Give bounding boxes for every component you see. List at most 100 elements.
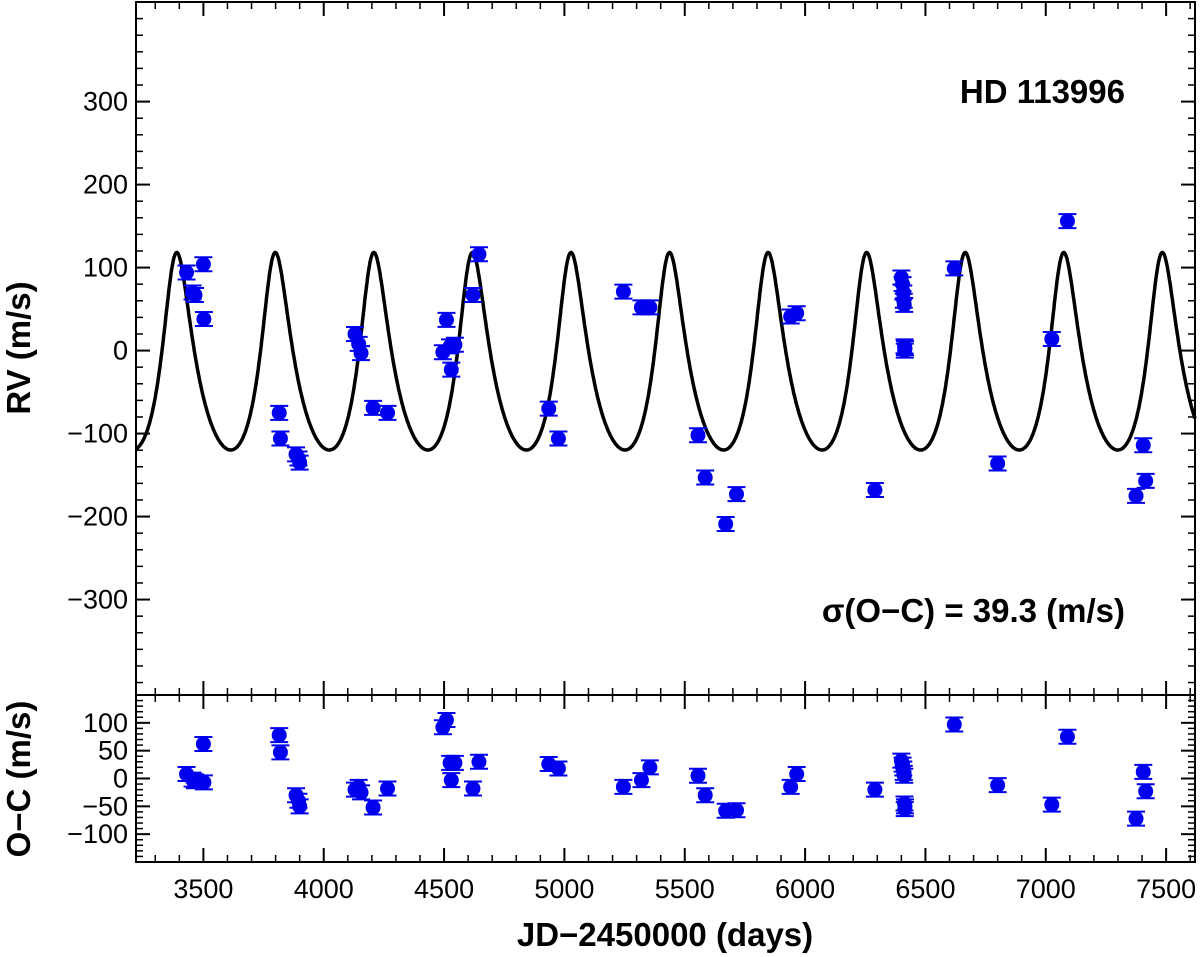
rv-data-point [270, 404, 289, 421]
rv-data-point [469, 246, 488, 263]
oc-data-point [549, 760, 568, 777]
rv-data-point [271, 430, 290, 447]
model-curve [135, 250, 1197, 452]
oc-data-point [895, 767, 914, 784]
oc-marker [1135, 764, 1151, 780]
rv-marker [465, 287, 481, 303]
oc-data-point [787, 766, 806, 783]
oc-marker [465, 781, 481, 797]
rv-data-point [445, 336, 464, 353]
rv-marker [690, 427, 706, 443]
rv-ytick-label: −200 [67, 502, 128, 532]
rv-marker [789, 305, 805, 321]
rv-marker [272, 431, 288, 447]
oc-marker [471, 754, 487, 770]
rv-data-point [895, 296, 914, 313]
rv-data-point [787, 305, 806, 322]
rv-marker [271, 405, 287, 421]
oc-xtick-label: 4500 [414, 874, 474, 904]
rv-ytick-label: −300 [67, 585, 128, 615]
oc-data-point [1127, 810, 1146, 827]
rv-data-point [1042, 330, 1061, 347]
rv-data-point [442, 361, 461, 378]
oc-marker [447, 755, 463, 771]
oc-data-point [442, 772, 461, 789]
plot-title: HD 113996 [960, 73, 1125, 110]
rv-marker [718, 516, 734, 532]
rv-marker [541, 401, 557, 417]
oc-ytick-label: 50 [98, 736, 128, 766]
oc-marker [897, 798, 913, 814]
oc-marker [271, 727, 287, 743]
oc-marker [365, 799, 381, 815]
rv-ytick-label: 0 [113, 336, 128, 366]
rv-marker [1059, 213, 1075, 229]
rv-data-point [614, 283, 633, 300]
oc-marker [1128, 811, 1144, 827]
oc-marker [380, 781, 396, 797]
oc-data-point [632, 772, 651, 789]
rv-marker [365, 400, 381, 416]
rv-marker [729, 486, 745, 502]
oc-data-point [688, 767, 707, 784]
rv-marker [867, 482, 883, 498]
oc-data-point [1042, 796, 1061, 813]
oc-data-point [640, 759, 659, 776]
rv-marker [946, 260, 962, 276]
rv-data-point [185, 286, 204, 303]
rv-marker [447, 337, 463, 353]
rv-data-point [945, 260, 964, 277]
rv-data-point [1127, 487, 1146, 504]
rv-data-point [539, 400, 558, 417]
rv-marker [615, 284, 631, 300]
rv-data-point [437, 311, 456, 328]
oc-marker [946, 717, 962, 733]
oc-ytick-label: −50 [82, 791, 128, 821]
rv-data-point [364, 399, 383, 416]
oc-xtick-label: 7000 [1016, 874, 1076, 904]
oc-marker [1059, 729, 1075, 745]
oc-marker [642, 759, 658, 775]
oc-xtick-label: 7500 [1136, 874, 1196, 904]
oc-data-point [696, 787, 715, 804]
oc-data-point [1134, 763, 1153, 780]
oc-data-point [727, 802, 746, 819]
rv-marker [438, 312, 454, 328]
oc-marker [1138, 783, 1154, 799]
rv-data-point [549, 430, 568, 447]
oc-data-point [194, 774, 213, 791]
oc-xtick-label: 5500 [655, 874, 715, 904]
oc-marker [633, 772, 649, 788]
rv-marker [1138, 473, 1154, 489]
oc-marker [783, 779, 799, 795]
rv-data-point [194, 256, 213, 273]
oc-data-point [895, 798, 914, 815]
rv-marker [990, 455, 1006, 471]
oc-data-point [364, 799, 383, 816]
rv-marker [550, 431, 566, 447]
rv-data-point [378, 404, 397, 421]
oc-data-point [614, 778, 633, 795]
oc-marker [550, 760, 566, 776]
oc-data-point [445, 754, 464, 771]
rv-data-point [988, 455, 1007, 472]
rv-ytick-label: 200 [83, 170, 128, 200]
rv-panel: −300 −200 −100 0 100 200 300 [67, 1, 1197, 696]
rv-data-point [194, 311, 213, 328]
rv-y-axis-title: RV (m/s) [0, 281, 37, 414]
oc-xtick-label: 3500 [173, 874, 233, 904]
rv-data-point [463, 286, 482, 303]
rv-data-point [696, 469, 715, 486]
oc-marker [292, 798, 308, 814]
rv-marker [897, 340, 913, 356]
oc-data-point [1136, 783, 1155, 800]
oc-data-point [194, 735, 213, 752]
oc-data-point [352, 784, 371, 801]
rv-data-point [716, 516, 735, 533]
rv-marker [380, 405, 396, 421]
oc-marker [729, 802, 745, 818]
oc-data-point [271, 744, 290, 761]
oc-marker [1044, 797, 1060, 813]
oc-marker [272, 744, 288, 760]
rv-data-point [352, 345, 371, 362]
